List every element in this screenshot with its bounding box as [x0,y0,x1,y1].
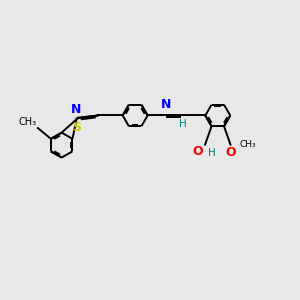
Text: O: O [193,145,203,158]
Text: H: H [179,119,187,129]
Text: O: O [225,146,236,159]
Text: N: N [71,103,82,116]
Text: H: H [208,148,215,158]
Text: N: N [161,98,171,111]
Text: CH₃: CH₃ [240,140,256,149]
Text: S: S [73,121,82,134]
Text: CH₃: CH₃ [19,117,37,127]
